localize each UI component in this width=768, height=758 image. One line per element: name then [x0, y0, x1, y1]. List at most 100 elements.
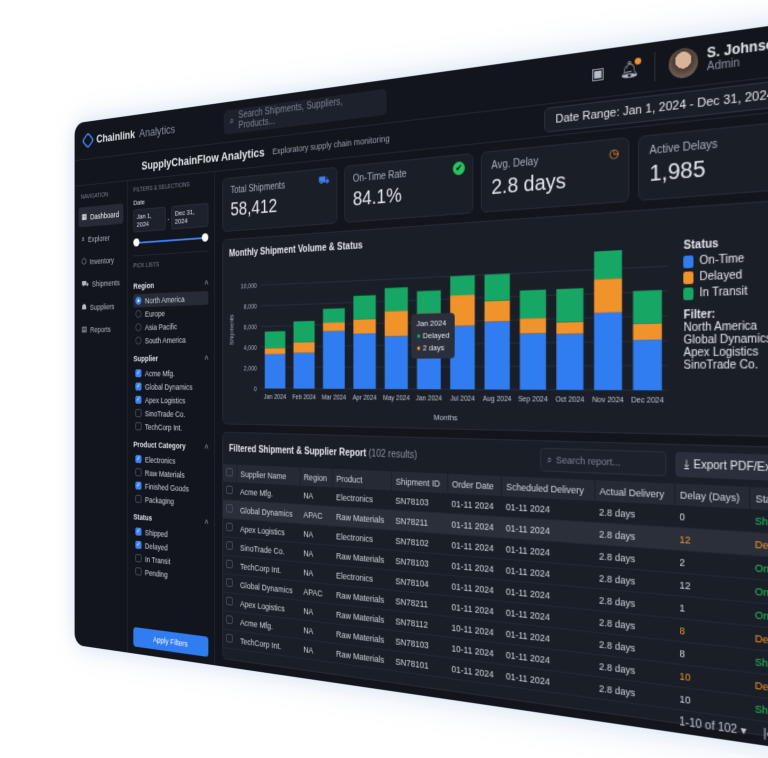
- kpi-value: 58,412: [231, 191, 328, 221]
- slider-handle-start[interactable]: [133, 238, 139, 246]
- checkbox[interactable]: ✓: [135, 541, 141, 549]
- legend-item[interactable]: Delayed: [684, 267, 768, 285]
- filter-option[interactable]: ✓ Apex Logistics: [133, 393, 208, 407]
- column-header[interactable]: Region: [300, 467, 333, 487]
- bar-delayed[interactable]: [385, 310, 408, 336]
- row-checkbox[interactable]: [223, 555, 237, 575]
- bar-on-time[interactable]: [484, 321, 509, 389]
- row-checkbox[interactable]: [223, 574, 237, 594]
- bar-in-transit[interactable]: [353, 295, 375, 320]
- bar-on-time[interactable]: [594, 312, 622, 390]
- row-checkbox[interactable]: [223, 482, 237, 501]
- radio-button[interactable]: [135, 323, 141, 331]
- filter-option-label: Global Dynamics: [145, 382, 193, 391]
- column-header[interactable]: Status: [750, 487, 768, 512]
- bar-in-transit[interactable]: [556, 288, 583, 322]
- checkbox[interactable]: ✓: [135, 527, 141, 535]
- bar-delayed[interactable]: [520, 318, 546, 334]
- row-checkbox[interactable]: [223, 592, 237, 612]
- bar-in-transit[interactable]: [265, 331, 286, 348]
- filter-summary-line: Apex Logistics: [684, 346, 768, 360]
- bar-in-transit[interactable]: [520, 290, 546, 319]
- x-tick-label: May 2024: [383, 395, 410, 403]
- bar-on-time[interactable]: [323, 331, 345, 389]
- bar-on-time[interactable]: [293, 353, 314, 389]
- bar-delayed[interactable]: [556, 322, 583, 335]
- checkbox[interactable]: [135, 554, 141, 563]
- x-axis-label: Months: [434, 412, 458, 422]
- row-checkbox[interactable]: [223, 500, 237, 519]
- legend-item[interactable]: On-Time: [684, 250, 768, 268]
- bar-on-time[interactable]: [353, 333, 375, 389]
- sidebar-item-suppliers[interactable]: ☗ Suppliers: [78, 296, 123, 318]
- bar-in-transit[interactable]: [484, 274, 509, 302]
- report-search-input[interactable]: ⌕ Search report...: [540, 448, 666, 477]
- checkbox[interactable]: ✓: [135, 396, 141, 404]
- checkbox[interactable]: ✓: [135, 369, 141, 377]
- filter-option[interactable]: ✓ Acme Mfg.: [133, 366, 208, 380]
- checkbox[interactable]: ✓: [135, 383, 141, 391]
- bar-in-transit[interactable]: [323, 308, 345, 323]
- pagination-info[interactable]: 1-10 of 102 ▾: [679, 716, 746, 738]
- apply-filters-button[interactable]: Apply Filters: [133, 627, 208, 657]
- sidebar-item-dashboard[interactable]: ▦ Dashboard: [78, 203, 123, 227]
- bar-on-time[interactable]: [385, 336, 408, 389]
- radio-button[interactable]: [135, 297, 141, 305]
- checkbox[interactable]: [135, 567, 141, 576]
- bar-in-transit[interactable]: [293, 321, 314, 343]
- checkbox[interactable]: [135, 495, 141, 503]
- row-checkbox[interactable]: [223, 611, 237, 631]
- bar-delayed[interactable]: [484, 300, 509, 322]
- legend-item[interactable]: In Transit: [684, 283, 768, 300]
- bar-on-time[interactable]: [520, 333, 546, 390]
- checkbox[interactable]: [135, 409, 141, 417]
- radio-button[interactable]: [135, 310, 141, 318]
- filter-group-header[interactable]: Product Category ˄: [133, 440, 208, 452]
- export-button[interactable]: ⤓ Export PDF/Excel: [675, 452, 768, 482]
- row-checkbox[interactable]: [223, 629, 237, 649]
- bar-on-time[interactable]: [556, 334, 583, 390]
- date-to-input[interactable]: Dec 31, 2024: [171, 203, 208, 230]
- bar-delayed[interactable]: [633, 323, 662, 340]
- checkbox[interactable]: [135, 422, 141, 430]
- filter-option[interactable]: South America: [133, 332, 208, 347]
- sidebar-item-explorer[interactable]: ⌕ Explorer: [78, 226, 123, 249]
- bar-delayed[interactable]: [323, 322, 345, 331]
- row-checkbox[interactable]: [223, 518, 237, 538]
- filter-option[interactable]: ✓ Global Dynamics: [133, 380, 208, 394]
- bell-icon[interactable]: 🔔︎: [620, 59, 639, 80]
- sidebar-item-reports[interactable]: ▤ Reports: [78, 318, 123, 339]
- bar-in-transit[interactable]: [450, 275, 475, 295]
- radio-button[interactable]: [135, 336, 141, 344]
- first-page-icon[interactable]: |‹: [763, 728, 768, 742]
- bar-in-transit[interactable]: [594, 250, 622, 279]
- select-all-checkbox[interactable]: [223, 464, 237, 482]
- bar-on-time[interactable]: [265, 354, 286, 388]
- bar-delayed[interactable]: [594, 278, 622, 313]
- calendar-icon[interactable]: ▣: [591, 63, 605, 84]
- x-tick-label: Jul 2024: [450, 395, 475, 403]
- checkbox[interactable]: ✓: [135, 481, 141, 489]
- user-menu[interactable]: S. JohnsonAdmin⌄: [654, 31, 768, 81]
- nav-heading: NAVIGATION: [81, 191, 121, 201]
- date-range-slider[interactable]: [135, 232, 206, 248]
- row-checkbox[interactable]: [223, 537, 237, 557]
- bar-in-transit[interactable]: [633, 290, 662, 324]
- sidebar-item-shipments[interactable]: ⛟ Shipments: [78, 272, 123, 295]
- filter-group-header[interactable]: Supplier ˄: [133, 353, 208, 363]
- slider-handle-end[interactable]: [202, 233, 209, 242]
- bar-delayed[interactable]: [353, 319, 375, 334]
- bar-delayed[interactable]: [293, 342, 314, 353]
- bar-on-time[interactable]: [633, 340, 662, 391]
- date-from-input[interactable]: Jan 1, 2024: [133, 207, 165, 233]
- sidebar-item-inventory[interactable]: ⬡ Inventory: [78, 249, 123, 272]
- y-tick-label: 0: [254, 386, 257, 393]
- checkbox[interactable]: ✓: [135, 455, 141, 463]
- checkbox[interactable]: [135, 468, 141, 476]
- filter-option[interactable]: TechCorp Int.: [133, 420, 208, 435]
- bar-in-transit[interactable]: [417, 290, 441, 313]
- filter-option-label: SinoTrade Co.: [145, 409, 185, 419]
- filter-group-header[interactable]: Region ˄: [133, 278, 208, 291]
- bar-in-transit[interactable]: [385, 287, 408, 311]
- bar-delayed[interactable]: [265, 348, 286, 355]
